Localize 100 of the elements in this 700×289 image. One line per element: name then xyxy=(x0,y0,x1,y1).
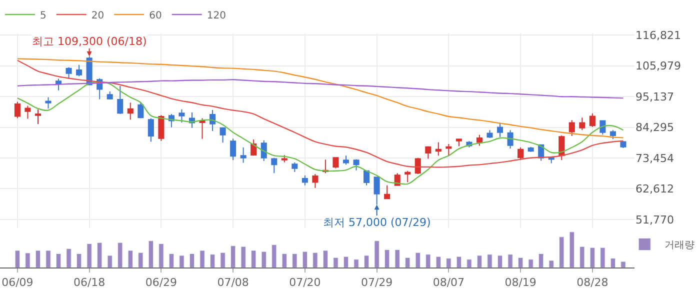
candlestick xyxy=(548,157,554,164)
bar xyxy=(66,248,72,268)
bar xyxy=(580,246,585,268)
bar xyxy=(261,251,266,268)
bar xyxy=(56,253,62,268)
candlestick xyxy=(240,146,246,164)
bar xyxy=(333,257,338,268)
line-series xyxy=(16,79,624,99)
candlestick xyxy=(66,66,72,80)
candlestick xyxy=(117,85,124,114)
bar xyxy=(292,253,298,268)
bar xyxy=(118,242,123,268)
candlestick xyxy=(312,174,318,188)
candlestick xyxy=(210,109,216,132)
bar xyxy=(158,243,164,268)
x-tick-label: 08/28 xyxy=(576,276,608,289)
bar xyxy=(456,256,462,268)
bar xyxy=(200,250,205,268)
line-series xyxy=(16,58,624,138)
candlestick xyxy=(34,108,41,125)
candlestick xyxy=(292,162,298,173)
candlestick xyxy=(220,126,226,144)
y-tick-label: 95,137 xyxy=(636,90,674,104)
candlestick xyxy=(507,130,514,150)
candlestick xyxy=(404,170,411,183)
bar xyxy=(405,257,410,268)
bar xyxy=(210,254,216,268)
annotation: 최고 109,300 (06/18) xyxy=(32,35,147,48)
legend-label: 60 xyxy=(149,10,162,22)
candlestick xyxy=(127,102,134,120)
bar xyxy=(497,255,503,268)
candlestick xyxy=(476,134,482,146)
bar xyxy=(559,236,564,268)
bar xyxy=(374,240,380,268)
bar xyxy=(25,252,30,268)
bar xyxy=(569,232,574,268)
candlestick xyxy=(24,105,31,120)
x-tick-label: 07/08 xyxy=(217,276,249,289)
candlestick xyxy=(178,108,185,123)
y-tick-label: 84,295 xyxy=(636,121,674,134)
annotation: 최저 57,000 (07/29) xyxy=(323,216,431,229)
bar xyxy=(528,259,534,268)
candlestick xyxy=(199,118,206,140)
x-tick-label: 07/29 xyxy=(360,276,393,289)
bar xyxy=(251,250,256,268)
bar xyxy=(426,254,431,268)
bar xyxy=(415,252,420,268)
bar xyxy=(189,253,195,268)
candlestick xyxy=(158,114,164,142)
bar xyxy=(272,244,277,268)
bar xyxy=(394,250,400,268)
candlestick xyxy=(14,101,20,119)
bar xyxy=(343,256,349,268)
candlestick xyxy=(106,91,113,100)
candlestick xyxy=(250,138,257,156)
bar xyxy=(436,256,441,268)
candlestick xyxy=(56,78,62,91)
legend-label: 20 xyxy=(91,10,104,22)
candlestick xyxy=(589,112,596,128)
bar xyxy=(466,259,472,268)
x-tick-label: 08/07 xyxy=(432,276,465,289)
bar xyxy=(384,250,390,268)
candlestick xyxy=(528,146,534,152)
y-tick-label: 105,979 xyxy=(636,60,682,73)
y-tick-label: 62,612 xyxy=(636,182,674,196)
line-series xyxy=(16,81,624,185)
candlestick xyxy=(610,130,616,140)
bar xyxy=(35,250,41,268)
bar xyxy=(590,247,595,268)
y-tick-label: 116,821 xyxy=(636,28,682,42)
x-tick-label: 08/19 xyxy=(504,276,536,289)
bar xyxy=(476,255,482,268)
candlestick xyxy=(342,155,350,166)
bar xyxy=(620,261,626,268)
bar xyxy=(86,243,92,268)
candlestick xyxy=(302,174,308,186)
candlestick xyxy=(568,120,575,137)
x-tick-label: 06/29 xyxy=(145,276,178,289)
bar xyxy=(179,255,184,268)
candlestick xyxy=(579,117,586,131)
candlestick xyxy=(486,130,493,139)
bar xyxy=(538,253,544,268)
bar xyxy=(548,260,554,268)
candlestick xyxy=(518,146,524,161)
candlestick xyxy=(425,146,432,160)
bar xyxy=(46,250,51,268)
legend-label: 120 xyxy=(206,10,226,22)
bar xyxy=(220,252,226,268)
bar xyxy=(97,242,102,268)
bar xyxy=(148,240,154,268)
candlestick xyxy=(271,157,278,174)
bar xyxy=(138,252,144,268)
bar xyxy=(518,257,524,268)
y-tick-label: 51,770 xyxy=(636,213,674,226)
bar xyxy=(600,247,606,268)
candlestick xyxy=(138,101,144,119)
candlestick xyxy=(620,140,626,148)
y-tick-label: 73,454 xyxy=(636,152,674,165)
candlestick xyxy=(384,184,390,200)
bar xyxy=(168,253,174,268)
